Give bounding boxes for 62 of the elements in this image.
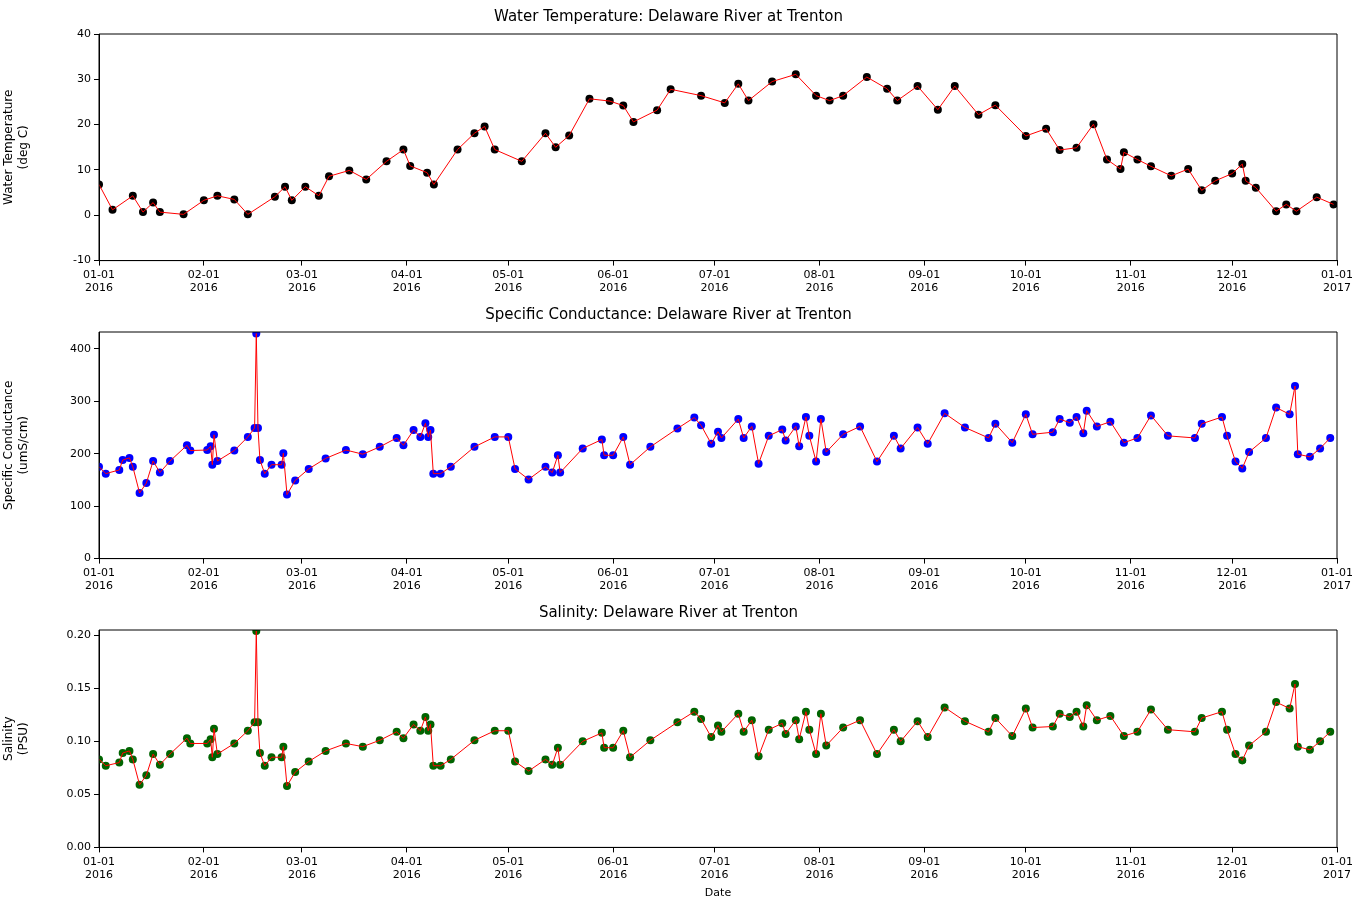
x-tick-label: 11-01 2016 bbox=[1114, 854, 1147, 882]
x-tick-label: 11-01 2016 bbox=[1114, 268, 1147, 295]
x-tick-label: 05-01 2016 bbox=[492, 854, 525, 882]
x-tick-label: 04-01 2016 bbox=[390, 854, 423, 882]
x-tick-label: 02-01 2016 bbox=[187, 854, 220, 882]
y-axis-title: Water Temperature (deg C) bbox=[1, 89, 30, 205]
y-axis-title: Salinity (PSU) bbox=[1, 716, 30, 761]
y-tick-label: 100 bbox=[70, 499, 91, 513]
y-tick-label: 0.05 bbox=[66, 787, 91, 801]
x-tick-label: 07-01 2016 bbox=[698, 566, 731, 593]
y-tick-label: 0.00 bbox=[66, 840, 91, 854]
y-tick-label: 0.20 bbox=[66, 628, 91, 642]
x-tick-label: 10-01 2016 bbox=[1009, 854, 1042, 882]
x-tick-label: 04-01 2016 bbox=[390, 268, 423, 295]
x-tick-label: 12-01 2016 bbox=[1216, 854, 1249, 882]
y-tick-label: 0.10 bbox=[66, 734, 91, 748]
x-tick-label: 09-01 2016 bbox=[908, 854, 941, 882]
x-tick-label: 02-01 2016 bbox=[187, 268, 220, 295]
y-tick-label: 0 bbox=[84, 208, 91, 222]
x-tick-label: 05-01 2016 bbox=[492, 566, 525, 593]
x-tick-label: 09-01 2016 bbox=[908, 268, 941, 295]
y-tick-label: 10 bbox=[77, 162, 91, 176]
y-tick-label: 30 bbox=[77, 72, 91, 86]
x-tick-label: 01-01 2016 bbox=[83, 566, 115, 593]
x-tick-label: 02-01 2016 bbox=[187, 566, 220, 593]
x-tick-label: 12-01 2016 bbox=[1216, 566, 1249, 593]
x-tick-label: 10-01 2016 bbox=[1009, 566, 1042, 593]
x-tick-label: 12-01 2016 bbox=[1216, 268, 1249, 295]
x-tick-label: 04-01 2016 bbox=[390, 566, 423, 593]
x-tick-label: 08-01 2016 bbox=[803, 854, 836, 882]
y-tick-label: 0 bbox=[84, 551, 91, 565]
x-tick-label: 10-01 2016 bbox=[1009, 268, 1042, 295]
y-tick-label: 200 bbox=[70, 446, 91, 460]
x-tick-label: 07-01 2016 bbox=[698, 854, 731, 882]
x-tick-label: 01-01 2017 bbox=[1321, 854, 1353, 882]
x-tick-label: 09-01 2016 bbox=[908, 566, 941, 593]
y-tick-label: 300 bbox=[70, 394, 91, 408]
y-axis-title: Specific Conductance (umS/cm) bbox=[1, 380, 30, 510]
x-tick-label: 06-01 2016 bbox=[597, 566, 630, 593]
x-tick-label: 08-01 2016 bbox=[803, 268, 836, 295]
x-tick-label: 03-01 2016 bbox=[285, 268, 318, 295]
x-tick-label: 03-01 2016 bbox=[285, 566, 318, 593]
x-tick-label: 05-01 2016 bbox=[492, 268, 525, 295]
y-tick-label: 20 bbox=[77, 117, 91, 131]
x-tick-label: 01-01 2017 bbox=[1321, 566, 1353, 593]
x-tick-label: 11-01 2016 bbox=[1114, 566, 1147, 593]
y-tick-label: -10 bbox=[73, 253, 91, 267]
y-tick-label: 0.15 bbox=[66, 681, 91, 695]
chart-title: Salinity: Delaware River at Trenton bbox=[538, 602, 799, 621]
x-tick-label: 07-01 2016 bbox=[698, 268, 731, 295]
chart-title: Specific Conductance: Delaware River at Trenton bbox=[485, 304, 852, 323]
chart-title: Water Temperature: Delaware River at Trenton bbox=[494, 6, 843, 25]
y-tick-label: 400 bbox=[70, 341, 91, 355]
y-tick-label: 40 bbox=[77, 26, 91, 40]
x-tick-label: 06-01 2016 bbox=[597, 268, 630, 295]
x-axis-title: Date bbox=[704, 886, 732, 900]
x-tick-label: 01-01 2016 bbox=[83, 268, 115, 295]
x-tick-label: 01-01 2016 bbox=[83, 854, 115, 882]
x-tick-label: 06-01 2016 bbox=[597, 854, 630, 882]
x-tick-label: 08-01 2016 bbox=[803, 566, 836, 593]
x-tick-label: 03-01 2016 bbox=[285, 854, 318, 882]
x-tick-label: 01-01 2017 bbox=[1321, 268, 1353, 295]
